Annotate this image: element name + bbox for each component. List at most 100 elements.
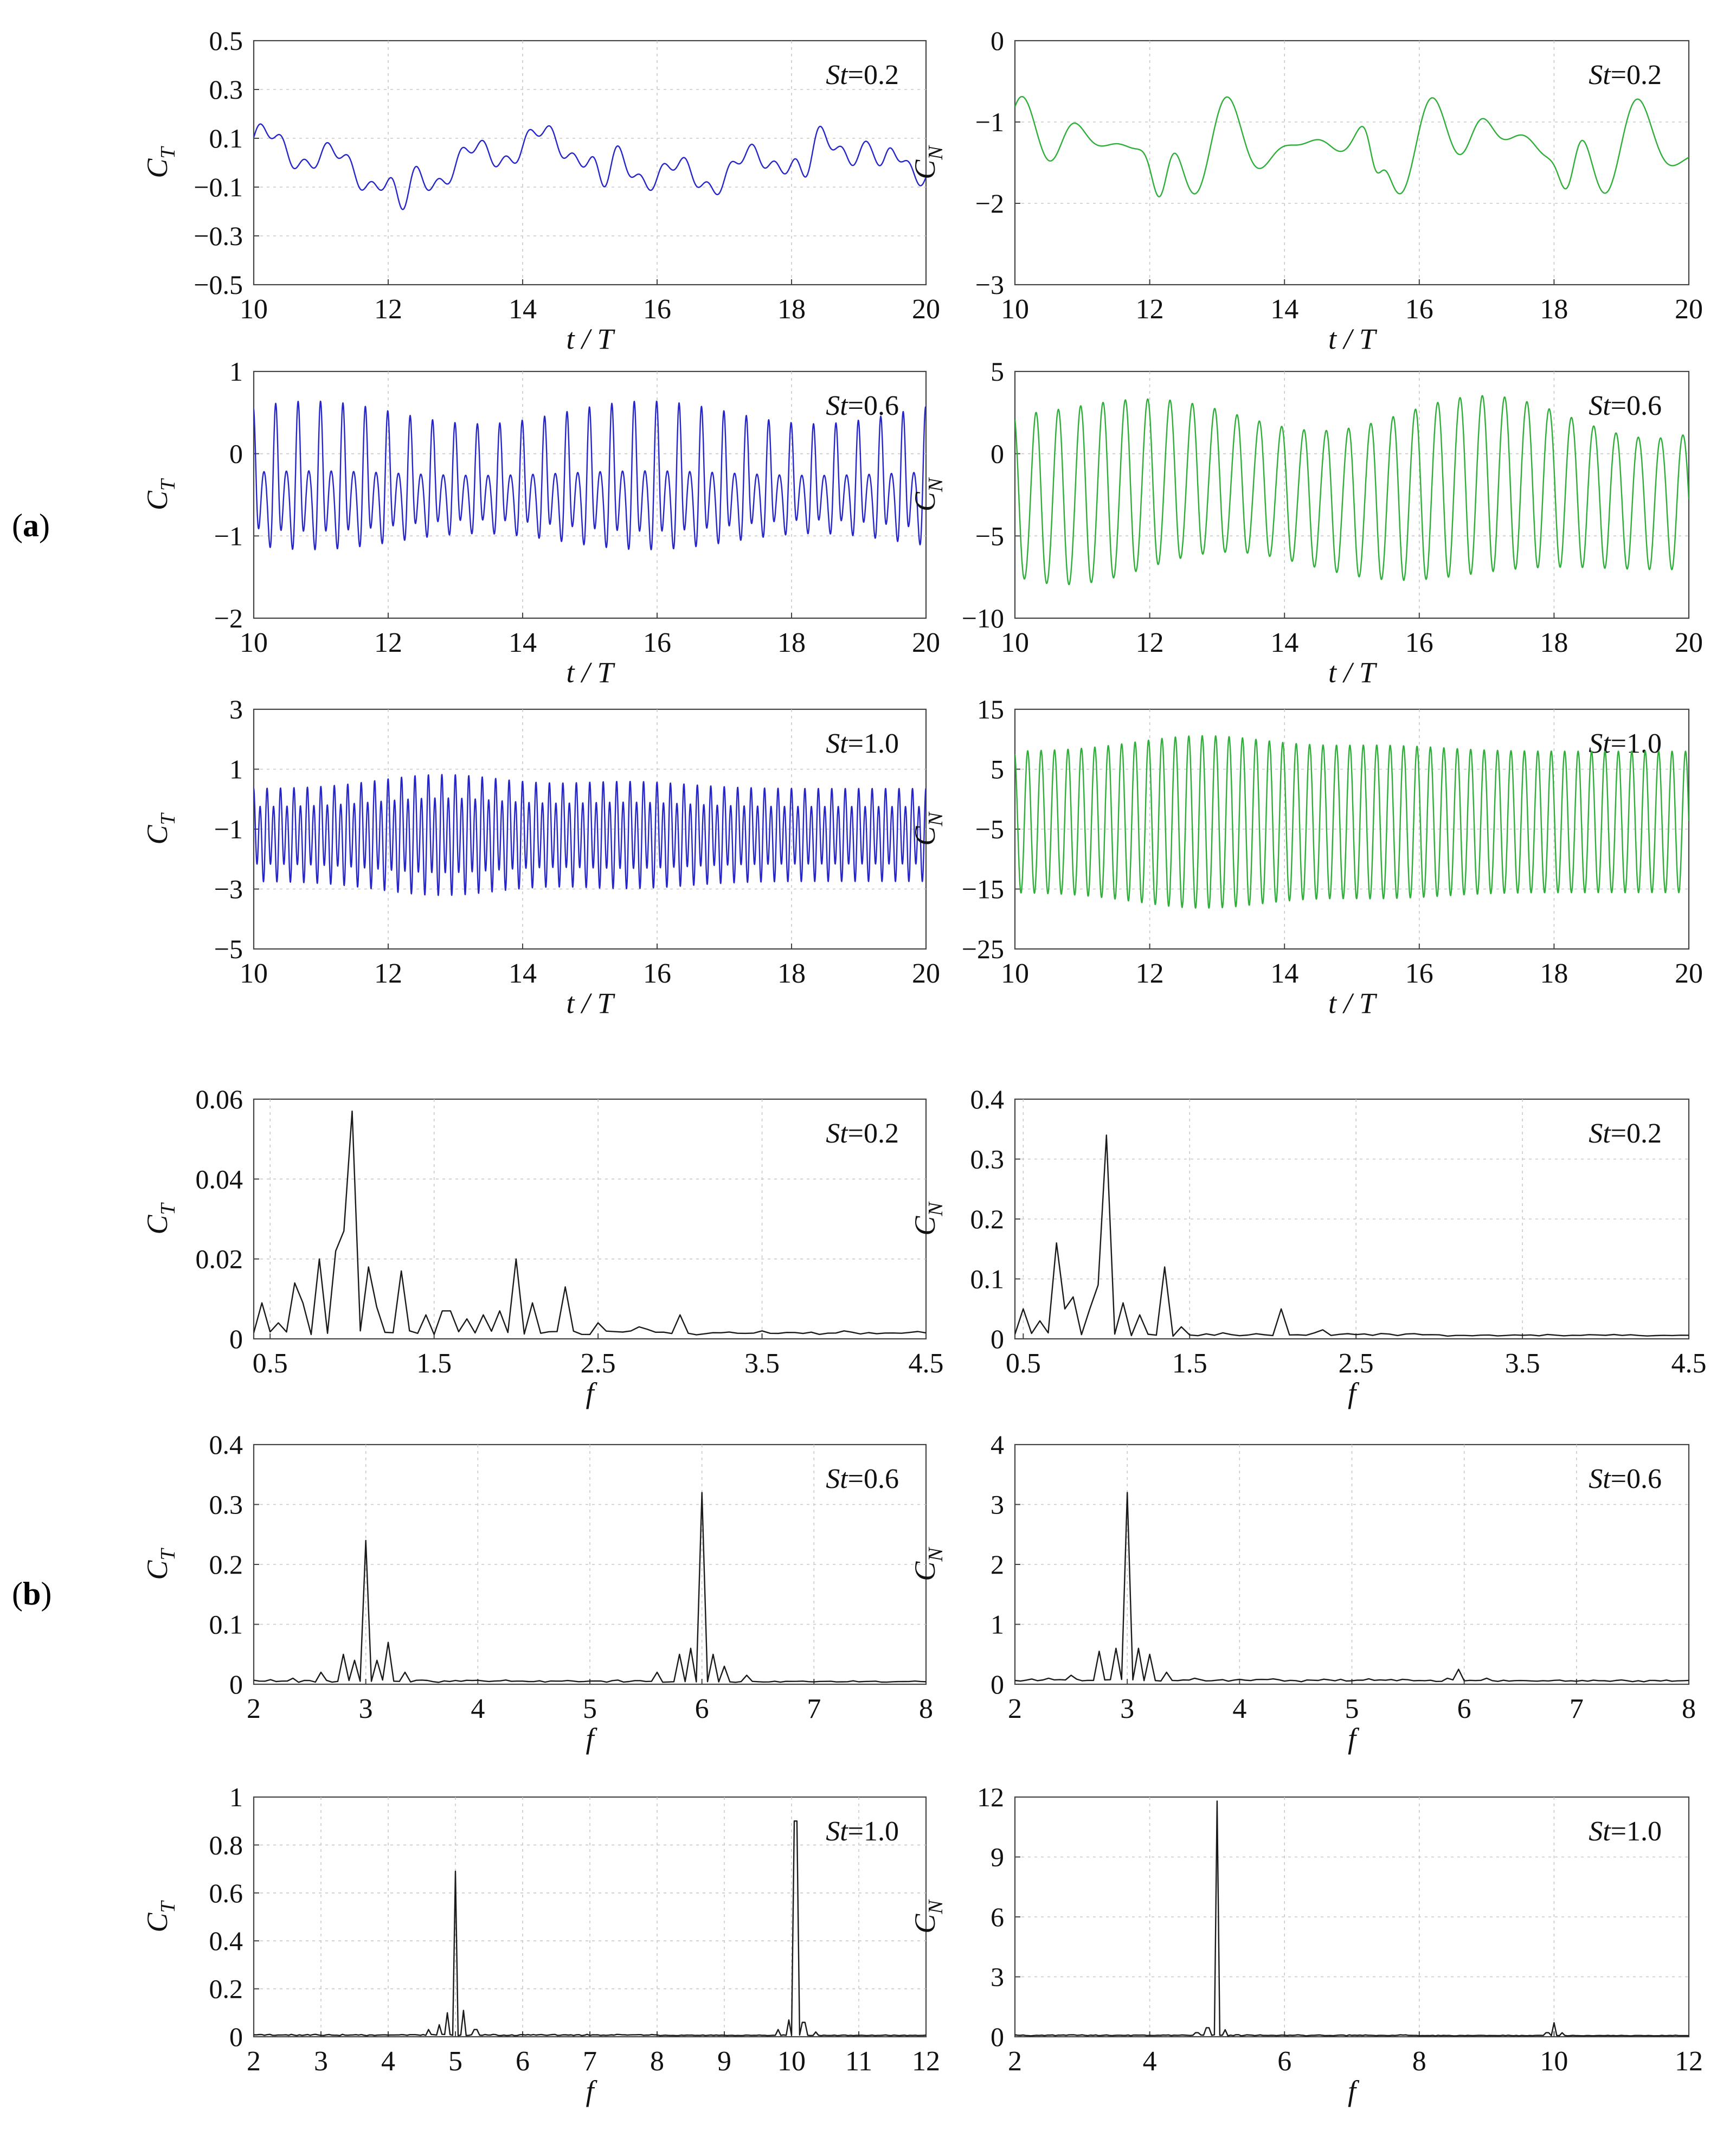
x-tick-label: 10 xyxy=(240,294,268,325)
y-axis-label: CN xyxy=(909,811,947,846)
x-tick-label: 8 xyxy=(650,2046,664,2077)
x-tick-label: 4.5 xyxy=(1671,1348,1707,1379)
x-tick-label: 12 xyxy=(374,294,402,325)
chart-10: 2 3 4 5 6 7 8 0 1 2 3 4 f CN St=0.6 xyxy=(909,1429,1696,1755)
y-axis-label-sub: T xyxy=(157,812,179,825)
y-tick-label: 0.4 xyxy=(970,1084,1005,1114)
x-tick-label: 12 xyxy=(1136,294,1164,325)
y-axis-label: CT xyxy=(141,478,179,510)
x-tick-label: 1.5 xyxy=(416,1348,452,1379)
chart-2: 10 12 14 16 18 20 −3 −2 −1 0 t / T CN St=0.2 xyxy=(909,25,1703,355)
x-tick-label: 16 xyxy=(643,294,671,325)
panel-label-a: (a) xyxy=(12,508,50,543)
st-annotation-value: =0.2 xyxy=(1611,60,1662,91)
x-tick-label: 3 xyxy=(359,1693,373,1724)
x-tick-label: 20 xyxy=(1675,627,1703,658)
st-annotation-value: =1.0 xyxy=(848,1816,899,1847)
y-tick-label: 6 xyxy=(991,1902,1004,1932)
y-tick-label: 0.02 xyxy=(196,1244,243,1274)
x-tick-label: 14 xyxy=(1270,958,1298,989)
panel-label-b: (b) xyxy=(12,1576,52,1612)
y-tick-label: 5 xyxy=(991,754,1004,785)
x-axis-label: t / T xyxy=(566,987,615,1019)
y-tick-label: 1 xyxy=(991,1609,1004,1640)
x-tick-label: 10 xyxy=(240,627,268,658)
x-tick-label: 18 xyxy=(1540,627,1568,658)
y-axis-label-main: C xyxy=(909,1561,941,1581)
st-annotation-value: =0.6 xyxy=(1611,1464,1662,1494)
data-series-line xyxy=(254,1820,926,2037)
y-tick-label: 15 xyxy=(977,694,1004,724)
x-axis-label: t / T xyxy=(1328,987,1378,1019)
y-axis-label-sub: T xyxy=(157,478,179,491)
x-tick-label: 2.5 xyxy=(1339,1348,1374,1379)
x-tick-label: 2.5 xyxy=(581,1348,616,1379)
st-annotation: St=0.6 xyxy=(826,1464,899,1494)
x-axis-label: t / T xyxy=(1328,656,1378,689)
y-tick-label: 0.1 xyxy=(970,1264,1005,1294)
x-tick-label: 4 xyxy=(1143,2046,1157,2077)
data-series-line xyxy=(1015,1800,1689,2037)
x-tick-label: 4.5 xyxy=(909,1348,944,1379)
x-tick-label: 12 xyxy=(374,958,402,989)
st-annotation: St=0.2 xyxy=(826,60,899,91)
st-annotation-value: =0.2 xyxy=(848,1118,899,1149)
y-axis-label: CT xyxy=(141,1202,179,1235)
st-annotation: St=0.6 xyxy=(1589,1464,1662,1494)
y-axis-label-main: C xyxy=(141,158,173,178)
x-tick-label: 14 xyxy=(1270,627,1298,658)
y-tick-label: 0.2 xyxy=(209,1549,243,1580)
st-annotation-value: =1.0 xyxy=(1611,1816,1662,1847)
x-tick-label: 5 xyxy=(583,1693,597,1724)
y-tick-label: −3 xyxy=(975,270,1004,300)
y-axis-label-sub: T xyxy=(157,1548,179,1561)
y-axis-label: CN xyxy=(909,1899,947,1934)
x-axis-label: f xyxy=(1348,1377,1360,1409)
x-tick-label: 2 xyxy=(1008,2046,1022,2077)
chart-1: 10 12 14 16 18 20−0.5−0.3−0.10.10.30.5t / TCT… xyxy=(141,25,940,355)
x-tick-label: 18 xyxy=(777,958,806,989)
data-series-line xyxy=(254,1110,926,1336)
x-tick-label: 2 xyxy=(1008,1693,1022,1724)
x-tick-label: 14 xyxy=(509,958,537,989)
plot-frame xyxy=(253,40,927,286)
y-axis-label-sub: N xyxy=(924,811,947,827)
x-tick-label: 3.5 xyxy=(744,1348,780,1379)
st-annotation: St=0.2 xyxy=(826,1118,899,1149)
y-axis-label: CN xyxy=(909,1201,947,1236)
data-series-line xyxy=(1015,1492,1689,1683)
x-tick-label: 16 xyxy=(643,958,671,989)
x-tick-label: 12 xyxy=(1136,627,1164,658)
x-tick-label: 6 xyxy=(516,2046,530,2077)
y-tick-label: −10 xyxy=(962,603,1004,633)
x-tick-label: 10 xyxy=(1001,958,1029,989)
x-tick-label: 10 xyxy=(1001,627,1029,658)
x-tick-label: 20 xyxy=(1675,958,1703,989)
y-tick-label: −0.3 xyxy=(194,221,243,251)
st-annotation-symbol: St xyxy=(1589,1464,1611,1494)
y-tick-label: 0.3 xyxy=(970,1144,1005,1175)
y-axis-label-main: C xyxy=(909,491,941,511)
x-tick-label: 20 xyxy=(1675,294,1703,325)
y-tick-label: 0.8 xyxy=(209,1830,243,1860)
x-tick-label: 16 xyxy=(643,627,671,658)
y-tick-label: 4 xyxy=(991,1429,1004,1460)
x-axis-label: f xyxy=(1348,1722,1360,1755)
data-series-line xyxy=(1015,735,1689,909)
st-annotation: St=0.2 xyxy=(1589,60,1662,91)
plot-frame xyxy=(1014,40,1690,286)
y-tick-label: 0 xyxy=(991,439,1004,469)
st-annotation-value: =0.6 xyxy=(1611,390,1662,421)
st-annotation: St=0.2 xyxy=(1589,1118,1662,1149)
y-axis-label-main: C xyxy=(141,1560,173,1580)
y-tick-label: 0 xyxy=(991,25,1004,56)
y-axis-label-sub: T xyxy=(157,1202,179,1215)
y-tick-label: 0.4 xyxy=(209,1429,243,1460)
y-axis-label: CT xyxy=(141,146,179,178)
x-tick-label: 12 xyxy=(374,627,402,658)
x-tick-label: 12 xyxy=(1675,2046,1703,2077)
y-axis-label-main: C xyxy=(141,490,173,510)
